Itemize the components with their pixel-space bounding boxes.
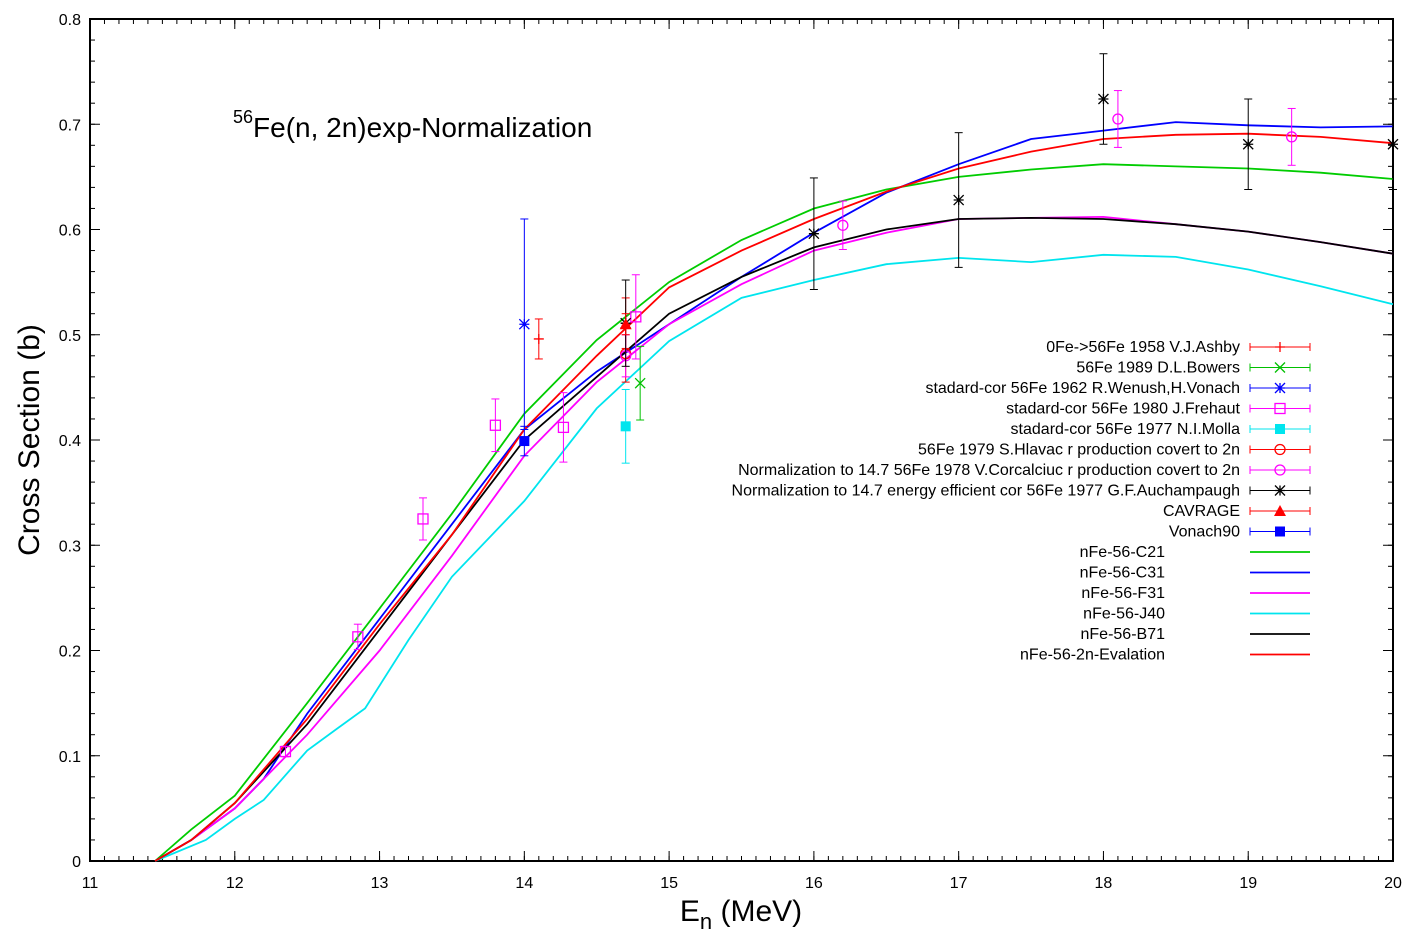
x-tick-label: 12	[226, 875, 244, 892]
data-point	[630, 311, 642, 323]
legend-label: 56Fe 1979 S.Hlavac r production covert t…	[918, 442, 1240, 459]
curve-nFe-56-2n-Evalation	[154, 132, 1394, 862]
x-tick-label: 19	[1239, 875, 1257, 892]
legend-marker	[1274, 443, 1286, 456]
legend-label: nFe-56-B71	[1081, 626, 1166, 643]
x-tick-label: 20	[1384, 875, 1402, 892]
legend-marker	[1274, 402, 1286, 415]
data-point	[1387, 138, 1399, 150]
data-point	[837, 219, 849, 231]
x-tick-label: 15	[660, 875, 678, 892]
y-tick-label: 0.4	[59, 433, 81, 450]
legend-label: CAVRAGE	[1163, 503, 1240, 520]
legend-label: nFe-56-C21	[1080, 544, 1165, 561]
legend-marker	[1274, 362, 1286, 373]
legend-label: Vonach90	[1169, 524, 1240, 541]
annotation-superscript: 56	[233, 107, 253, 127]
annotation-text: Fe(n, 2n)exp-Normalization	[253, 112, 592, 143]
legend-marker	[1274, 505, 1286, 516]
plot-frame	[89, 18, 1394, 862]
x-tick-label: 11	[82, 875, 99, 892]
x-axis-label-subscript: n	[700, 909, 712, 930]
legend: 0Fe->56Fe 1958 V.J.Ashby 56Fe 1989 D.L.Bo…	[732, 339, 1311, 664]
legend-label: stadard-cor 56Fe 1977 N.I.Molla	[1011, 421, 1241, 438]
data-point	[1112, 113, 1124, 125]
legend-label: Normalization to 14.7 energy efficient c…	[732, 483, 1240, 500]
legend-marker	[1274, 464, 1286, 476]
y-tick-label: 0.6	[59, 223, 81, 240]
legend-label: nFe-56-F31	[1081, 585, 1165, 602]
x-tick-label: 18	[1095, 875, 1113, 892]
legend-marker	[1274, 485, 1286, 496]
legend-marker	[1275, 526, 1285, 537]
plot-area	[89, 18, 1399, 862]
data-point	[620, 421, 631, 432]
curve-nFe-56-B71	[154, 216, 1394, 862]
curve-nFe-56-C21	[154, 163, 1394, 862]
x-tick-label: 17	[950, 875, 968, 892]
x-tick-labels: 11 12 13 14 15 16 17 18 19 20	[82, 875, 1402, 892]
y-tick-label: 0	[72, 854, 81, 871]
x-axis-label-unit: (MeV)	[712, 895, 802, 928]
y-tick-labels: 0 0.1 0.2 0.3 0.4 0.5 0.6 0.7 0.8	[59, 12, 81, 871]
legend-label: stadard-cor 56Fe 1980 J.Frehaut	[1006, 401, 1240, 418]
data-point	[634, 377, 646, 389]
data-point	[619, 318, 632, 330]
data-point	[489, 419, 502, 431]
minor-ticks	[89, 18, 1394, 862]
experimental-points	[279, 53, 1399, 758]
x-axis-label-main: E	[680, 895, 700, 928]
legend-marker	[1274, 382, 1286, 394]
legend-marker	[1275, 424, 1285, 434]
y-axis-label: Cross Section (b)	[13, 324, 46, 556]
y-tick-label: 0.5	[59, 328, 81, 345]
data-point	[352, 631, 364, 643]
legend-label: 0Fe->56Fe 1958 V.J.Ashby	[1046, 339, 1240, 356]
y-tick-label: 0.2	[59, 644, 81, 661]
data-point	[417, 513, 429, 525]
curve-nFe-56-J40	[154, 253, 1394, 862]
y-tick-label: 0.1	[59, 749, 81, 766]
y-tick-label: 0.8	[59, 12, 81, 29]
legend-label: nFe-56-2n-Evalation	[1020, 647, 1165, 664]
legend-label: nFe-56-C31	[1080, 565, 1165, 582]
data-point	[1097, 93, 1109, 105]
x-tick-label: 14	[515, 875, 533, 892]
data-point	[518, 318, 530, 330]
y-tick-label: 0.3	[59, 538, 81, 555]
x-tick-label: 16	[805, 875, 823, 892]
data-point	[533, 333, 544, 344]
data-point	[1286, 131, 1298, 143]
x-tick-label: 13	[371, 875, 389, 892]
data-point	[953, 194, 965, 206]
data-point	[808, 228, 820, 240]
y-tick-label: 0.7	[59, 117, 81, 134]
legend-marker	[1275, 342, 1285, 352]
data-point	[557, 421, 570, 434]
legend-label: nFe-56-J40	[1083, 606, 1165, 623]
major-ticks	[89, 18, 1394, 862]
legend-label: 56Fe 1989 D.L.Bowers	[1076, 360, 1240, 377]
data-point	[279, 745, 292, 758]
curve-nFe-56-C31	[154, 121, 1394, 862]
data-point	[519, 436, 530, 447]
x-axis-label: En (MeV)	[680, 895, 802, 930]
legend-label: stadard-cor 56Fe 1962 R.Wenush,H.Vonach	[925, 380, 1240, 397]
data-point	[1242, 138, 1254, 150]
evaluation-curves	[154, 121, 1394, 862]
legend-label: Normalization to 14.7 56Fe 1978 V.Corcal…	[738, 462, 1240, 479]
chart-annotation: 56Fe(n, 2n)exp-Normalization	[233, 107, 592, 143]
